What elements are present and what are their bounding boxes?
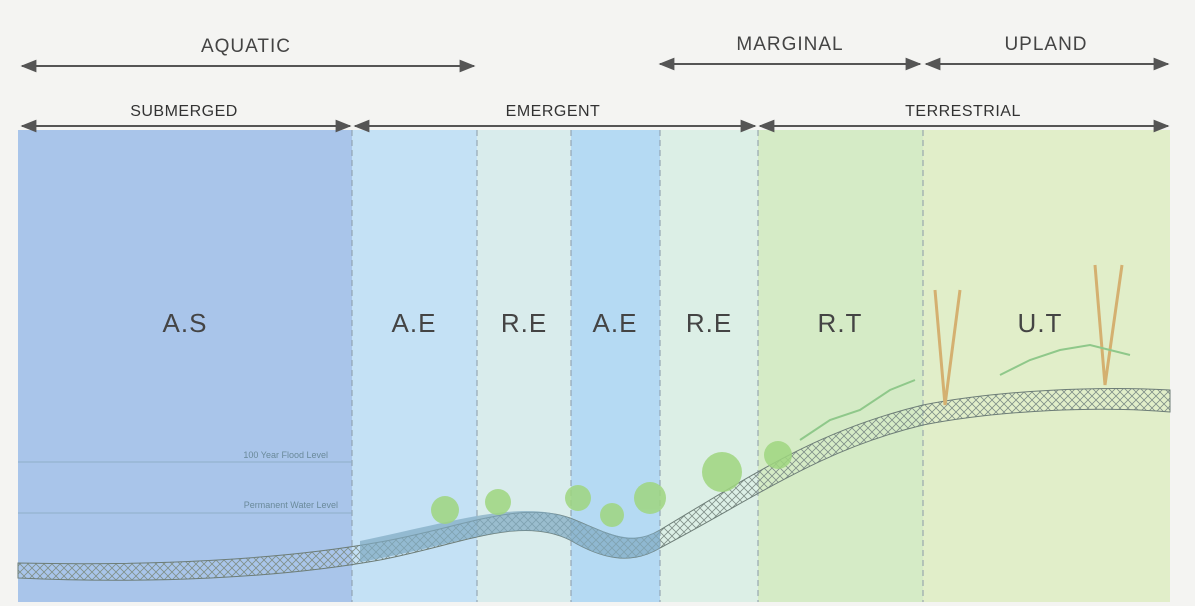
zone-label: R.E [501, 308, 547, 338]
top-label: MARGINAL [736, 34, 843, 55]
zone-label: A.E [392, 308, 437, 338]
sub-label: EMERGENT [506, 103, 601, 120]
zone-label: R.E [686, 308, 732, 338]
zone-label: R.T [818, 308, 863, 338]
zone-label: A.E [593, 308, 638, 338]
level-label: Permanent Water Level [244, 500, 338, 510]
zone-diagram: AQUATIC MARGINAL UPLAND SUBMERGED EMERGE… [0, 0, 1195, 606]
zone-label: A.S [163, 308, 208, 338]
top-label: AQUATIC [201, 36, 291, 57]
sub-label: SUBMERGED [130, 103, 238, 120]
zone-label: U.T [1018, 308, 1063, 338]
level-label: 100 Year Flood Level [243, 450, 328, 460]
top-label: UPLAND [1004, 34, 1087, 55]
sub-label: TERRESTRIAL [905, 103, 1021, 120]
